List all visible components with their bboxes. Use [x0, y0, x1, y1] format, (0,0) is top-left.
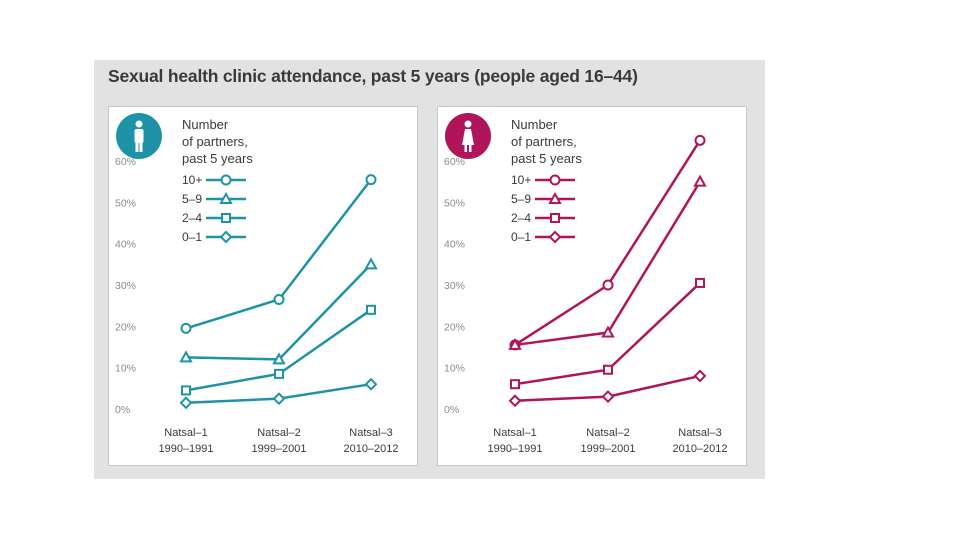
women-data-point [603, 364, 613, 375]
men-y-tick-label: 50% [115, 197, 136, 209]
women-y-tick-label: 0% [444, 404, 459, 416]
men-series-line [185, 178, 372, 330]
men-legend-title: past 5 years [182, 151, 253, 166]
men-series-line [185, 263, 372, 361]
women-data-point [601, 390, 615, 404]
women-legend-marker [550, 213, 560, 223]
women-legend-marker [548, 230, 562, 244]
women-y-tick-label: 20% [444, 321, 465, 333]
men-data-point [365, 174, 377, 186]
women-data-point [693, 174, 707, 187]
men-y-tick-label: 0% [115, 404, 130, 416]
men-chart-svg: 0% 10% 20% 30% 40% 50% 60% Natsal–1 1990–1991 Nat… [115, 113, 399, 455]
men-y-tick-label: 60% [115, 156, 136, 168]
women-data-point [508, 394, 522, 408]
women-data-point [510, 379, 520, 390]
men-data-point [364, 257, 378, 270]
male-person-icon [116, 113, 162, 159]
men-chart-panel: 0% 10% 20% 30% 40% 50% 60% Natsal–1 1990–1991 Nat… [108, 106, 418, 466]
women-y-tick-label: 30% [444, 280, 465, 292]
men-legend-title: Number [182, 117, 229, 132]
men-data-point [272, 392, 286, 406]
men-legend-marker [220, 174, 232, 186]
men-x-tick-sublabel: 1999–2001 [251, 443, 306, 455]
men-data-point [181, 385, 191, 396]
men-y-tick-label: 30% [115, 280, 136, 292]
men-data-point [273, 293, 285, 305]
women-legend-label: 5–9 [511, 192, 531, 206]
women-data-point [508, 337, 522, 350]
women-x-tick-sublabel: 1999–2001 [580, 443, 635, 455]
women-x-tick-label: Natsal–2 [586, 427, 629, 439]
women-data-point [695, 277, 705, 288]
women-chart-svg: 0% 10% 20% 30% 40% 50% 60% Natsal–1 1990–1991 Nat… [444, 113, 728, 455]
women-x-tick-label: Natsal–1 [493, 427, 536, 439]
women-legend-title: of partners, [511, 134, 577, 149]
men-data-point [272, 352, 286, 365]
men-legend-marker [221, 213, 231, 223]
women-data-point [694, 134, 706, 146]
women-y-tick-label: 60% [444, 156, 465, 168]
men-y-tick-label: 40% [115, 239, 136, 251]
women-legend-title: past 5 years [511, 151, 582, 166]
women-data-point [602, 279, 614, 291]
men-data-point [364, 377, 378, 391]
women-x-tick-sublabel: 2010–2012 [672, 443, 727, 455]
men-x-tick-sublabel: 2010–2012 [343, 443, 398, 455]
men-x-tick-label: Natsal–1 [164, 427, 207, 439]
women-legend-title: Number [511, 117, 558, 132]
men-data-point [179, 396, 193, 410]
chart-figure: Sexual health clinic attendance, past 5 … [94, 60, 765, 479]
men-data-point [180, 322, 192, 334]
chart-title: Sexual health clinic attendance, past 5 … [108, 66, 638, 86]
men-data-point [366, 304, 376, 315]
men-x-tick-sublabel: 1990–1991 [158, 443, 213, 455]
women-data-point [693, 369, 707, 383]
men-x-tick-label: Natsal–3 [349, 427, 392, 439]
women-series-line [514, 139, 702, 346]
men-y-tick-label: 20% [115, 321, 136, 333]
men-y-tick-label: 10% [115, 363, 136, 375]
men-data-point [274, 368, 284, 379]
men-legend-marker [219, 230, 233, 244]
women-y-tick-label: 10% [444, 363, 465, 375]
men-legend-label: 2–4 [182, 211, 202, 225]
men-legend-label: 10+ [182, 173, 202, 187]
women-legend-marker [548, 191, 562, 204]
women-legend-marker [549, 174, 561, 186]
men-legend-label: 5–9 [182, 192, 202, 206]
women-legend-label: 10+ [511, 173, 531, 187]
men-legend-label: 0–1 [182, 230, 202, 244]
women-data-point [601, 325, 615, 338]
men-data-point [179, 350, 193, 363]
female-person-icon [445, 113, 491, 159]
women-x-tick-label: Natsal–3 [678, 427, 721, 439]
men-legend-marker [219, 191, 233, 204]
women-y-tick-label: 50% [444, 197, 465, 209]
women-chart-panel: 0% 10% 20% 30% 40% 50% 60% Natsal–1 1990–1991 Nat… [437, 106, 747, 466]
women-y-tick-label: 40% [444, 239, 465, 251]
women-legend-label: 0–1 [511, 230, 531, 244]
men-x-tick-label: Natsal–2 [257, 427, 300, 439]
women-legend-label: 2–4 [511, 211, 531, 225]
men-legend-title: of partners, [182, 134, 248, 149]
women-x-tick-sublabel: 1990–1991 [487, 443, 542, 455]
women-series-line [514, 181, 702, 347]
